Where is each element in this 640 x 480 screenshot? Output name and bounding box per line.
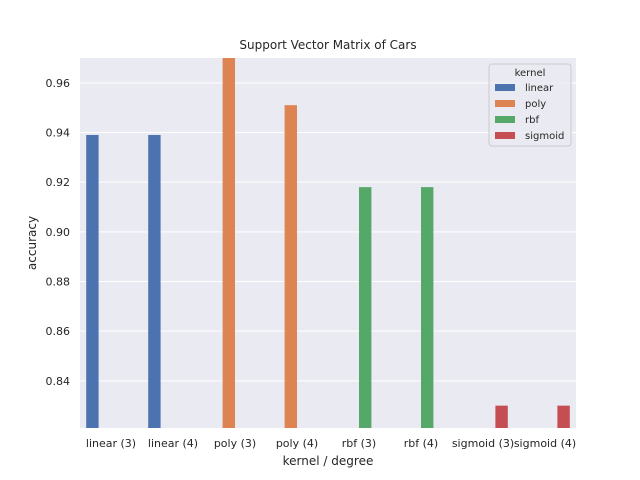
x-tick-label: linear (3) bbox=[86, 437, 136, 450]
legend-title: kernel bbox=[515, 68, 546, 79]
y-tick-label: 0.86 bbox=[46, 325, 71, 338]
y-tick-label: 0.84 bbox=[46, 375, 71, 388]
x-tick-label: rbf (4) bbox=[404, 437, 438, 450]
x-tick-label: sigmoid (4) bbox=[514, 437, 576, 450]
y-tick-labels: 0.84 0.86 0.88 0.90 0.92 0.94 0.96 bbox=[46, 77, 71, 388]
legend-swatch-rbf bbox=[495, 116, 515, 123]
legend-label-linear: linear bbox=[525, 83, 554, 94]
legend-label-poly: poly bbox=[525, 99, 546, 110]
chart-title: Support Vector Matrix of Cars bbox=[239, 38, 416, 52]
y-tick-label: 0.96 bbox=[46, 77, 71, 90]
legend-swatch-poly bbox=[495, 100, 515, 107]
bar-linear bbox=[86, 134, 99, 428]
x-tick-label: poly (4) bbox=[276, 437, 318, 450]
bar-rbf bbox=[421, 187, 434, 428]
bar-sigmoid bbox=[495, 405, 508, 428]
y-tick-label: 0.92 bbox=[46, 176, 71, 189]
legend-swatch-sigmoid bbox=[495, 132, 515, 139]
legend-swatch-linear bbox=[495, 84, 515, 91]
bar-sigmoid bbox=[557, 405, 570, 428]
y-axis-label: accuracy bbox=[25, 216, 39, 270]
x-tick-label: rbf (3) bbox=[342, 437, 376, 450]
x-tick-labels: linear (3) linear (4) poly (3) poly (4) rbf … bbox=[86, 437, 576, 450]
x-tick-label: sigmoid (3) bbox=[452, 437, 514, 450]
bar-rbf bbox=[359, 187, 372, 428]
x-tick-label: poly (3) bbox=[214, 437, 256, 450]
bar-poly bbox=[222, 58, 235, 428]
y-tick-label: 0.88 bbox=[46, 275, 71, 288]
legend-label-sigmoid: sigmoid bbox=[525, 131, 564, 142]
x-axis-label: kernel / degree bbox=[283, 454, 374, 468]
legend: kernel linear poly rbf sigmoid bbox=[488, 63, 572, 147]
y-tick-label: 0.94 bbox=[46, 126, 71, 139]
bar-linear bbox=[148, 134, 161, 428]
legend-label-rbf: rbf bbox=[525, 115, 539, 126]
x-tick-label: linear (4) bbox=[148, 437, 198, 450]
bar-poly bbox=[284, 105, 297, 428]
y-tick-label: 0.90 bbox=[46, 226, 71, 239]
bars bbox=[86, 58, 570, 428]
